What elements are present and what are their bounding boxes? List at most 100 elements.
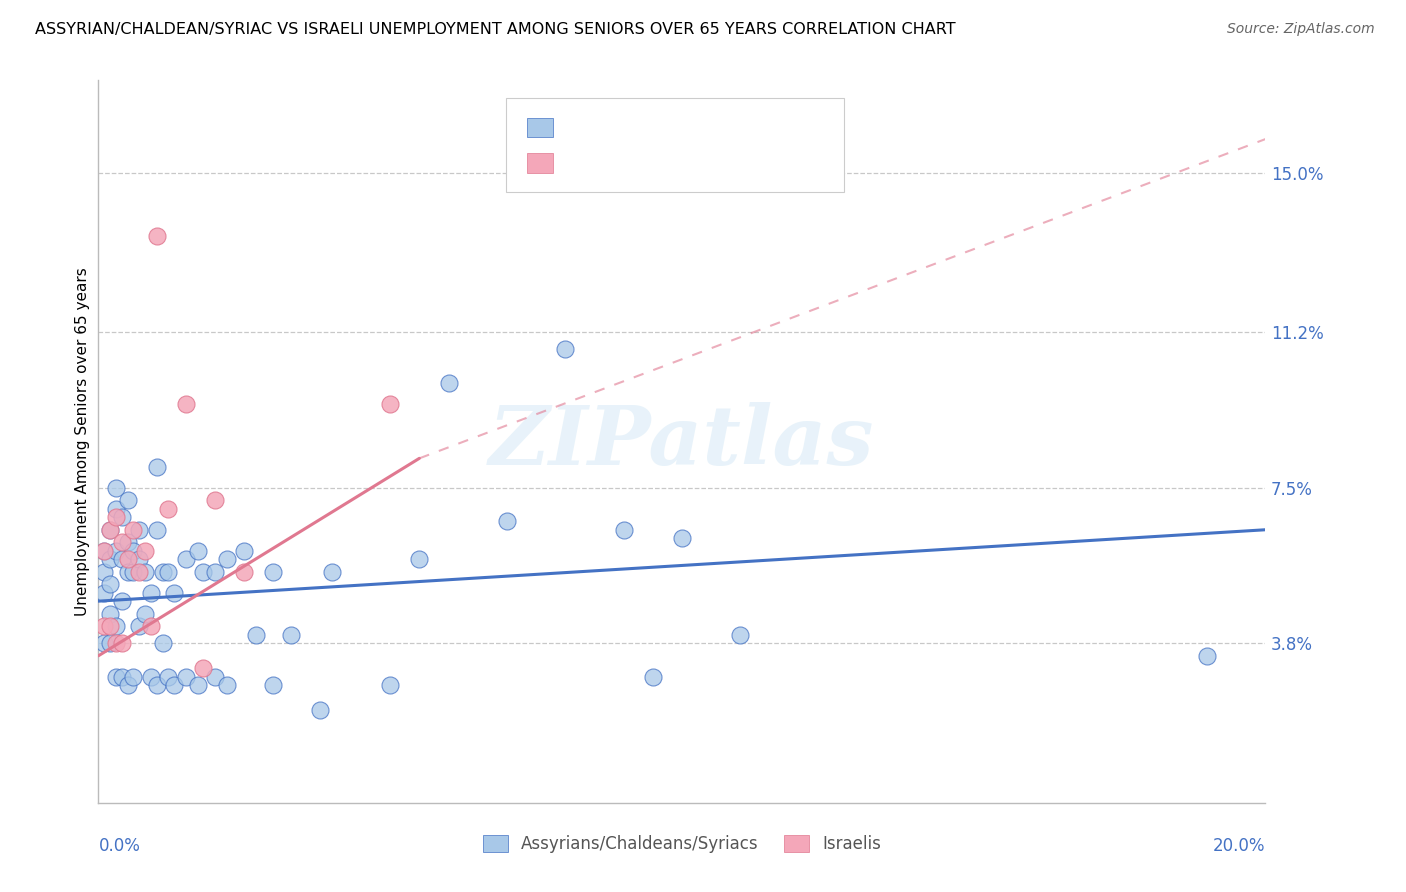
- Point: [437, 376, 460, 390]
- Point: [671, 531, 693, 545]
- Point: [111, 594, 134, 608]
- Point: [93, 543, 115, 558]
- Point: [163, 678, 186, 692]
- Point: [163, 586, 186, 600]
- Point: [245, 628, 267, 642]
- Text: ASSYRIAN/CHALDEAN/SYRIAC VS ISRAELI UNEMPLOYMENT AMONG SENIORS OVER 65 YEARS COR: ASSYRIAN/CHALDEAN/SYRIAC VS ISRAELI UNEM…: [35, 22, 956, 37]
- Point: [117, 678, 139, 692]
- Point: [309, 703, 332, 717]
- Point: [157, 565, 180, 579]
- Point: [174, 552, 197, 566]
- Text: N =: N =: [666, 119, 718, 136]
- Point: [98, 619, 121, 633]
- Point: [174, 397, 197, 411]
- Point: [98, 552, 121, 566]
- Point: [111, 636, 134, 650]
- Point: [187, 543, 209, 558]
- Point: [117, 535, 139, 549]
- Point: [128, 523, 150, 537]
- Text: 20: 20: [716, 154, 738, 172]
- Point: [146, 678, 169, 692]
- Point: [554, 342, 576, 356]
- Point: [193, 661, 215, 675]
- Point: [104, 501, 127, 516]
- Point: [122, 523, 145, 537]
- Point: [280, 628, 302, 642]
- Text: N =: N =: [666, 154, 718, 172]
- Point: [157, 670, 180, 684]
- Point: [104, 481, 127, 495]
- Point: [122, 670, 145, 684]
- Point: [104, 543, 127, 558]
- Point: [111, 552, 134, 566]
- Point: [204, 565, 226, 579]
- Point: [321, 565, 343, 579]
- Point: [128, 552, 150, 566]
- Point: [262, 565, 284, 579]
- Point: [193, 565, 215, 579]
- Point: [215, 678, 238, 692]
- Point: [408, 552, 430, 566]
- Text: 68: 68: [716, 119, 738, 136]
- Point: [117, 565, 139, 579]
- Point: [146, 228, 169, 243]
- Point: [215, 552, 238, 566]
- Point: [111, 535, 134, 549]
- Point: [204, 493, 226, 508]
- Point: [157, 501, 180, 516]
- Point: [104, 619, 127, 633]
- Text: 0.350: 0.350: [610, 154, 661, 172]
- Point: [117, 552, 139, 566]
- Point: [98, 523, 121, 537]
- Point: [641, 670, 664, 684]
- Point: [139, 670, 162, 684]
- Point: [233, 543, 256, 558]
- Text: 20.0%: 20.0%: [1213, 838, 1265, 855]
- Point: [612, 523, 634, 537]
- Text: R =: R =: [564, 119, 603, 136]
- Point: [262, 678, 284, 692]
- Legend: Assyrians/Chaldeans/Syriacs, Israelis: Assyrians/Chaldeans/Syriacs, Israelis: [477, 828, 887, 860]
- Point: [152, 636, 174, 650]
- Point: [204, 670, 226, 684]
- Point: [128, 565, 150, 579]
- Point: [146, 459, 169, 474]
- Point: [93, 565, 115, 579]
- Point: [496, 514, 519, 528]
- Point: [93, 543, 115, 558]
- Point: [174, 670, 197, 684]
- Point: [146, 523, 169, 537]
- Point: [111, 510, 134, 524]
- Point: [134, 543, 156, 558]
- Point: [93, 586, 115, 600]
- Point: [187, 678, 209, 692]
- Text: R =: R =: [564, 154, 603, 172]
- Text: Source: ZipAtlas.com: Source: ZipAtlas.com: [1227, 22, 1375, 37]
- Point: [104, 510, 127, 524]
- Point: [104, 636, 127, 650]
- Point: [117, 493, 139, 508]
- Point: [98, 636, 121, 650]
- Y-axis label: Unemployment Among Seniors over 65 years: Unemployment Among Seniors over 65 years: [75, 268, 90, 615]
- Point: [139, 619, 162, 633]
- Point: [104, 670, 127, 684]
- Point: [122, 543, 145, 558]
- Text: 0.0%: 0.0%: [98, 838, 141, 855]
- Point: [98, 607, 121, 621]
- Point: [730, 628, 752, 642]
- Point: [98, 577, 121, 591]
- Point: [134, 607, 156, 621]
- Point: [139, 586, 162, 600]
- Point: [122, 565, 145, 579]
- Point: [98, 523, 121, 537]
- Point: [380, 397, 402, 411]
- Text: 0.063: 0.063: [610, 119, 661, 136]
- Text: ZIPatlas: ZIPatlas: [489, 401, 875, 482]
- Point: [152, 565, 174, 579]
- Point: [111, 670, 134, 684]
- Point: [233, 565, 256, 579]
- Point: [128, 619, 150, 633]
- Point: [380, 678, 402, 692]
- Point: [1195, 648, 1218, 663]
- Point: [93, 619, 115, 633]
